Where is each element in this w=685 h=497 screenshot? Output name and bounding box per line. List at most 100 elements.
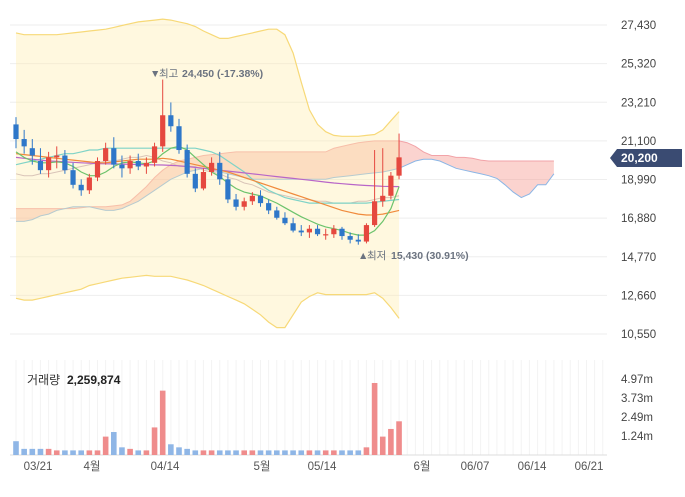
- teal-line: [15, 147, 400, 204]
- price-tick-label: 21,100: [621, 136, 656, 148]
- candle-body: [372, 201, 378, 226]
- volume-bar: [86, 450, 93, 455]
- volume-axis: 4.97m 3.73m 2.49m 1.24m: [621, 374, 653, 443]
- candle-body: [209, 162, 215, 172]
- bollinger-lower: [15, 274, 400, 329]
- candle-body: [119, 164, 125, 169]
- x-tick-label: 06/07: [461, 461, 490, 473]
- candle-body: [347, 236, 353, 240]
- current-price-tag: 20,200: [610, 149, 682, 167]
- candle-body: [306, 228, 312, 233]
- volume-bar: [192, 450, 199, 455]
- volume-bar: [53, 450, 60, 455]
- candle-body: [200, 171, 207, 189]
- candle-body: [249, 195, 255, 202]
- volume-bar: [396, 421, 402, 455]
- candle-body: [225, 179, 231, 200]
- x-axis: 03/21 4월 04/14 5월 05/14 6월 06/07 06/14 06/21: [24, 460, 604, 473]
- volume-bar: [119, 447, 125, 455]
- volume-bar: [159, 390, 166, 455]
- x-tick-label: 06/14: [518, 461, 547, 473]
- volume-bar: [290, 450, 296, 455]
- volume-bar: [168, 444, 174, 455]
- x-tick-label: 06/21: [575, 461, 604, 473]
- volume-bar: [135, 450, 142, 455]
- low-annotation: ▲ 최저 15,430 (30.91%): [358, 250, 469, 262]
- candle-body: [54, 155, 60, 158]
- price-tick-label: 27,430: [621, 20, 656, 32]
- bollinger-upper: [15, 18, 400, 137]
- low-annotation-label: 최저: [367, 250, 386, 262]
- candle-body: [233, 199, 239, 207]
- volume-tick-label: 2.49m: [621, 412, 653, 424]
- price-tick-label: 14,770: [621, 252, 656, 264]
- volume-bar: [216, 450, 223, 455]
- ma-orange: [15, 153, 400, 216]
- volume-tick-label: 4.97m: [621, 374, 653, 386]
- volume-tick-label: 3.73m: [621, 393, 653, 405]
- candle-body: [143, 162, 149, 167]
- cloud-area: [16, 206, 74, 222]
- volume-bar: [274, 450, 280, 455]
- price-tick-label: 12,660: [621, 290, 656, 302]
- volume-bar: [363, 447, 370, 455]
- volume-tick-label: 1.24m: [621, 431, 653, 443]
- volume-bar: [257, 450, 264, 455]
- volume-bar: [102, 436, 109, 455]
- candle-body: [13, 124, 19, 140]
- price-axis: 27,430 25,320 23,210 21,100 18,990 16,880 14,7…: [621, 20, 656, 341]
- current-price-label: 20,200: [621, 151, 658, 165]
- volume-bar: [13, 441, 19, 455]
- volume-bar: [200, 450, 207, 455]
- candle-body: [184, 150, 190, 174]
- volume-value: 2,259,874: [67, 373, 121, 387]
- candle-body: [111, 148, 117, 165]
- volume-bar: [331, 450, 337, 455]
- candle-body: [314, 228, 321, 235]
- volume-bar: [37, 448, 44, 455]
- candle-body: [160, 115, 166, 147]
- x-tick-label: 03/21: [24, 461, 53, 473]
- candle-body: [70, 170, 76, 185]
- x-tick-label: 5월: [254, 460, 271, 473]
- candle-body: [298, 230, 304, 233]
- candle-body: [363, 225, 370, 242]
- price-tick-label: 23,210: [621, 97, 656, 109]
- ichimoku-cloud: [16, 140, 555, 222]
- x-tick-label: 6월: [414, 460, 431, 473]
- candle-body: [290, 223, 296, 231]
- volume-bar: [314, 450, 321, 455]
- volume-bar: [347, 450, 353, 455]
- volume-bar: [298, 450, 305, 455]
- volume-bar: [322, 450, 329, 455]
- price-tick-label: 18,990: [621, 175, 656, 187]
- candle-body: [94, 161, 101, 178]
- volume-bar: [21, 448, 27, 455]
- volume-bar: [379, 436, 386, 455]
- candle-body: [388, 175, 394, 196]
- volume-label: 거래량: [27, 373, 60, 387]
- x-tick-label: 04/14: [151, 461, 180, 473]
- candle-body: [396, 157, 402, 176]
- candle-body: [282, 217, 288, 224]
- candle-body: [21, 139, 27, 147]
- candle-body: [192, 173, 198, 189]
- volume-grid-lines: [10, 360, 607, 456]
- candle-body: [62, 155, 68, 171]
- bollinger-fill: [16, 19, 400, 328]
- volume-bar: [249, 450, 256, 455]
- volume-bar: [151, 427, 158, 455]
- cloud-area: [89, 140, 554, 211]
- volume-bar: [388, 428, 394, 455]
- high-annotation-label: 최고: [159, 68, 179, 80]
- volume-bar: [62, 450, 68, 455]
- volume-bar: [355, 450, 362, 455]
- candle-body: [86, 177, 92, 191]
- volume-bar: [94, 450, 101, 455]
- candle-body: [380, 195, 386, 202]
- candle-body: [127, 161, 133, 169]
- candle-body: [37, 161, 44, 171]
- span-b-line: [16, 158, 555, 222]
- candle-body: [151, 146, 158, 163]
- volume-bar: [184, 448, 190, 455]
